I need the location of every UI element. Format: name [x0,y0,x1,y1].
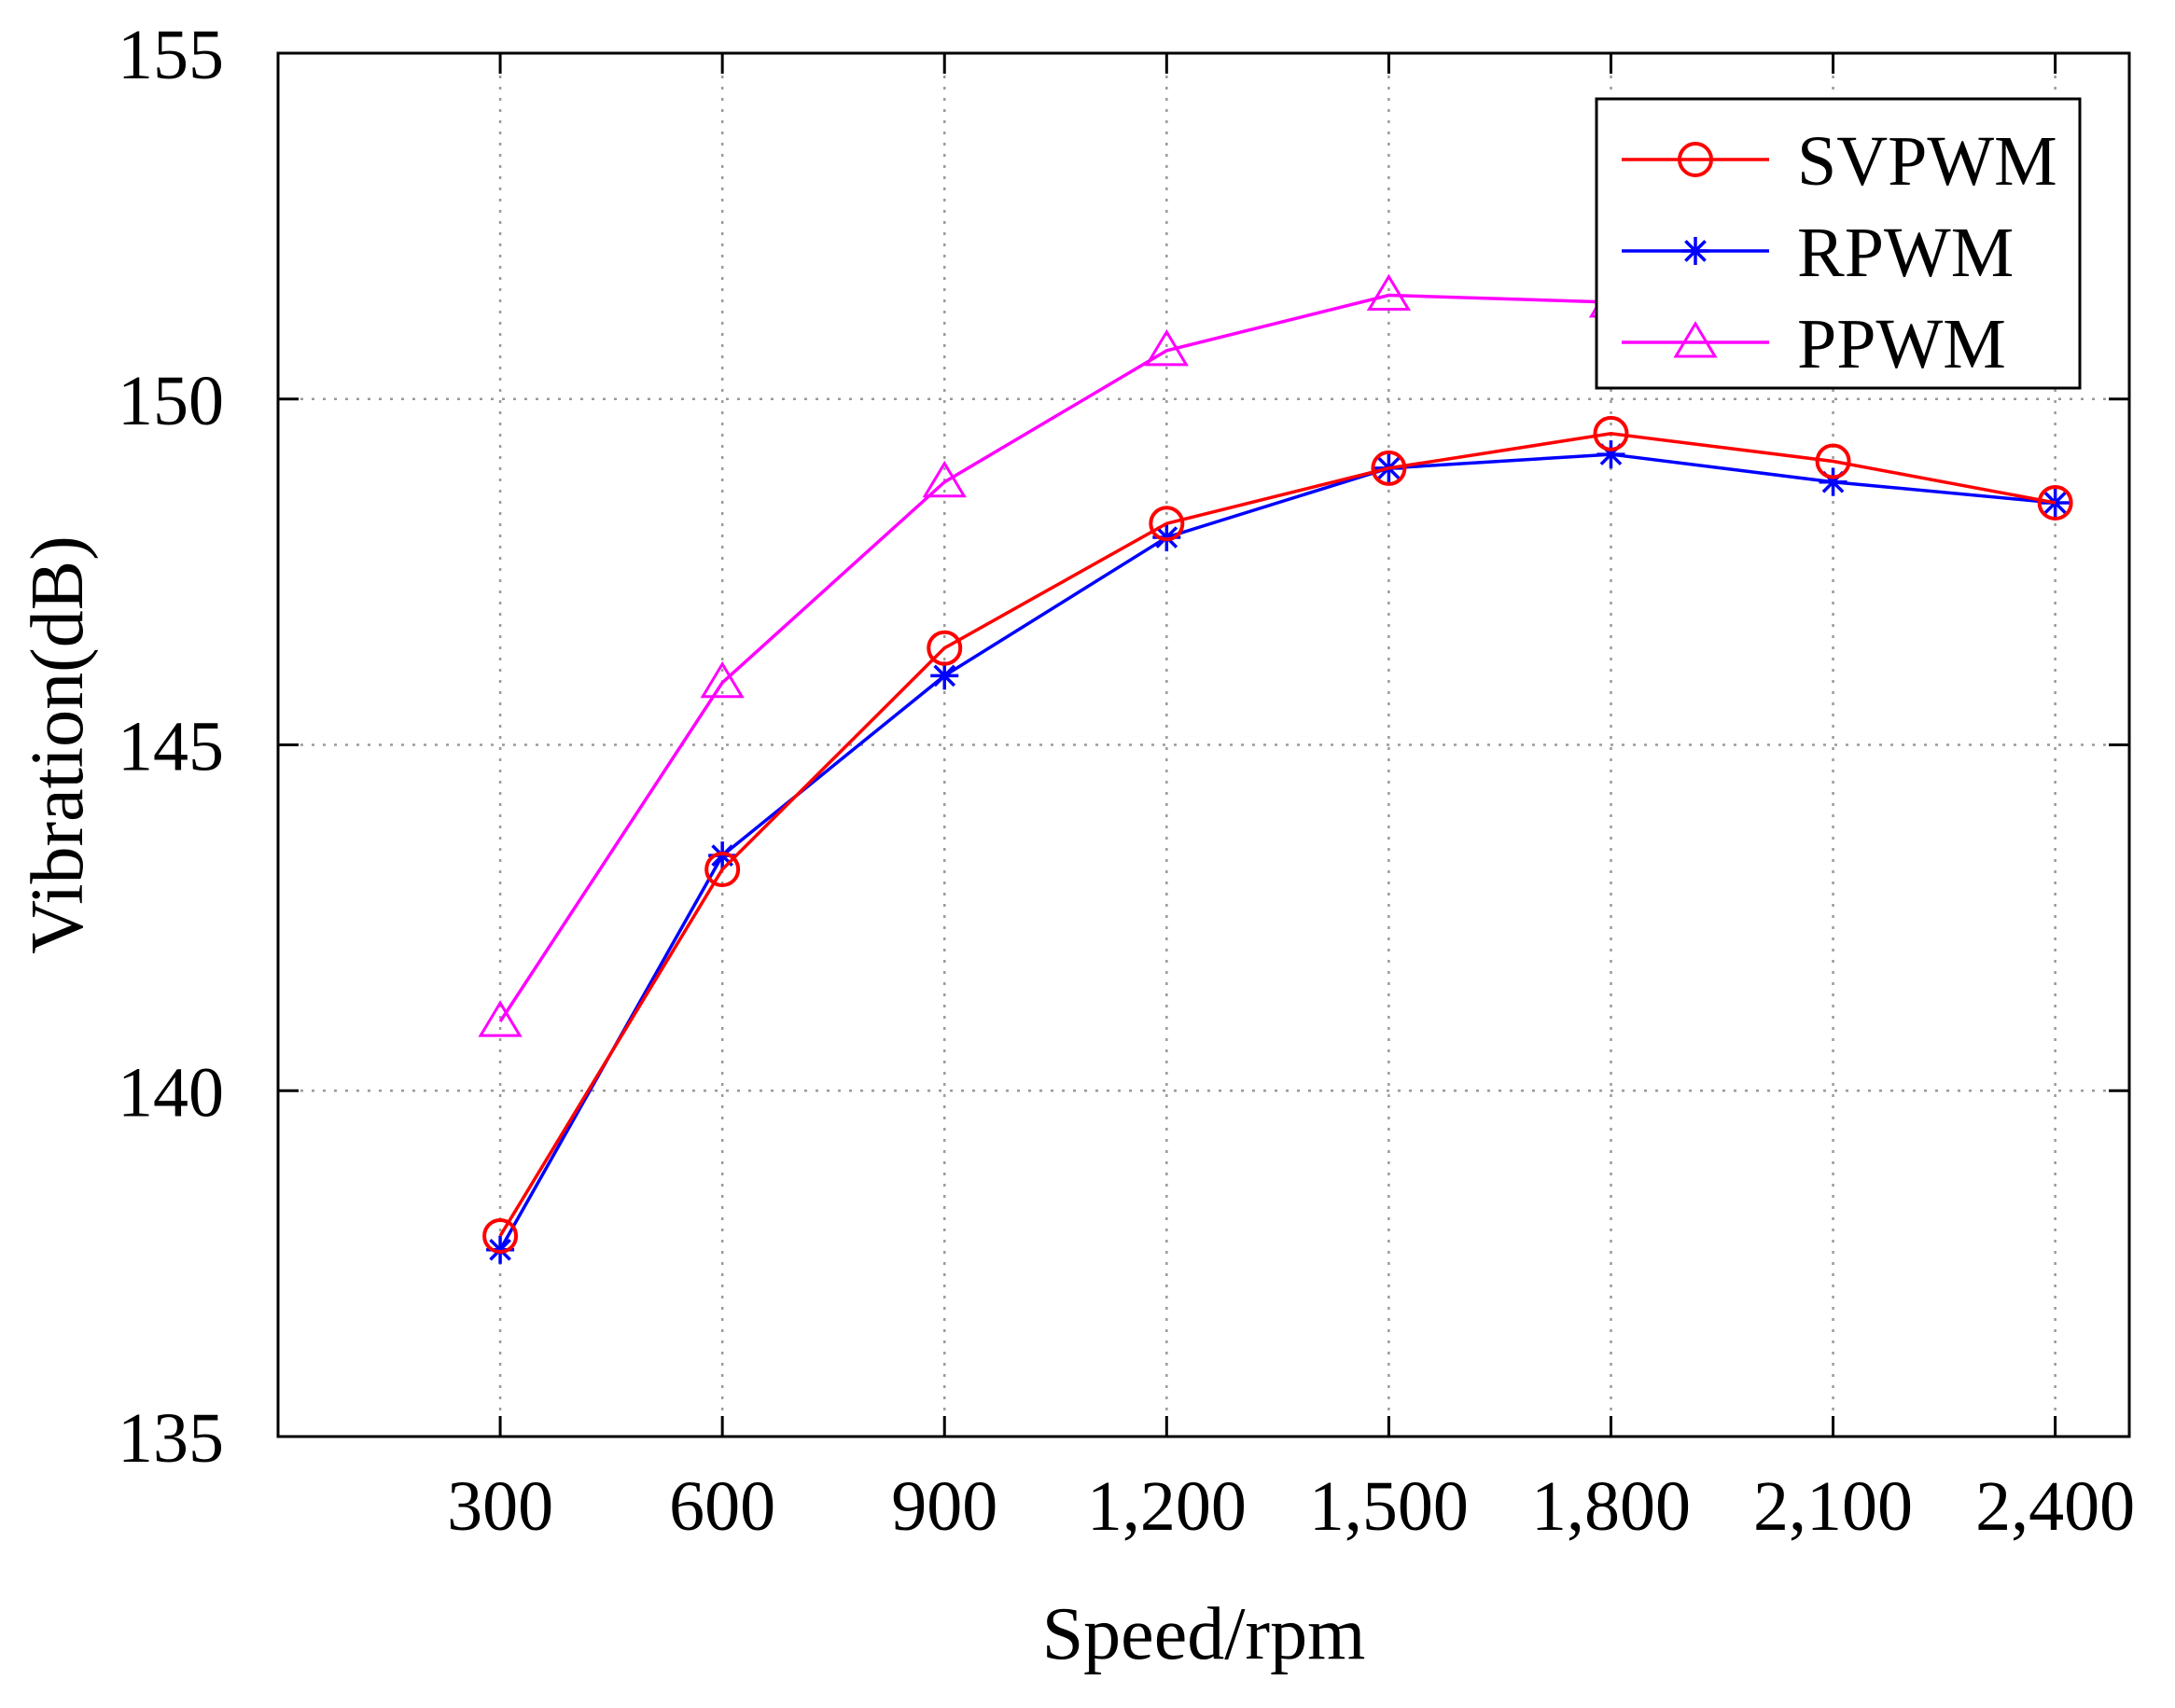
legend-item-rpwm: RPWM [1622,214,2014,292]
legend-item-svpwm: SVPWM [1622,122,2057,201]
legend-label-ppwm: PPWM [1797,305,2006,383]
series-ppwm-line [498,293,2056,1023]
x-tick-label: 1,800 [1531,1467,1691,1546]
series-svpwm-line [498,432,2056,1237]
series-ppwm-point [700,660,745,699]
series-svpwm-point [1815,443,1851,479]
series-ppwm-point [1144,328,1189,367]
series-rpwm-line [498,452,2056,1251]
series-svpwm-point [482,1217,519,1254]
x-tick-label: 1,500 [1309,1467,1469,1546]
y-axis-label: Vibration(dB) [17,535,99,953]
x-tick-label: 900 [891,1467,997,1546]
x-tick-label: 1,200 [1087,1467,1247,1546]
y-tick-label: 150 [118,362,224,440]
legend-label-svpwm: SVPWM [1797,122,2057,201]
axis-ticks: 300 600 900 1,200 1,500 1,800 2,100 2,400 135 140… [118,16,2135,1546]
x-tick-label: 2,400 [1975,1467,2135,1546]
legend: SVPWM RPWM PPWM [1595,97,2082,390]
y-tick-label: 135 [118,1399,224,1478]
series-ppwm [478,273,2078,1037]
legend-marker-ppwm [1673,321,1718,358]
legend-label-rpwm: RPWM [1797,214,2014,292]
legend-item-ppwm: PPWM [1622,305,2006,383]
series-svpwm-point [927,630,963,666]
series-svpwm-point [1593,415,1629,451]
series-ppwm-point [1366,273,1412,312]
series-svpwm [482,415,2073,1254]
x-tick-label: 300 [447,1467,553,1546]
series-svpwm-point [2037,484,2073,521]
y-tick-label: 145 [118,708,224,786]
x-tick-label: 2,100 [1753,1467,1913,1546]
legend-box [1595,97,2082,390]
legend-marker-svpwm [1678,142,1713,177]
x-axis-label: Speed/rpm [1042,1593,1366,1675]
legend-marker-rpwm [1681,237,1709,265]
series-rpwm-point [930,661,959,690]
series-ppwm-point [922,460,967,498]
series-svpwm-point [704,851,741,887]
series-ppwm-point [478,1000,523,1037]
y-tick-label: 155 [118,16,224,94]
series-svpwm-point [1371,450,1407,486]
series-group [478,273,2078,1264]
y-tick-label: 140 [118,1053,224,1132]
x-tick-label: 600 [669,1467,775,1546]
series-svpwm-point [1149,506,1185,542]
